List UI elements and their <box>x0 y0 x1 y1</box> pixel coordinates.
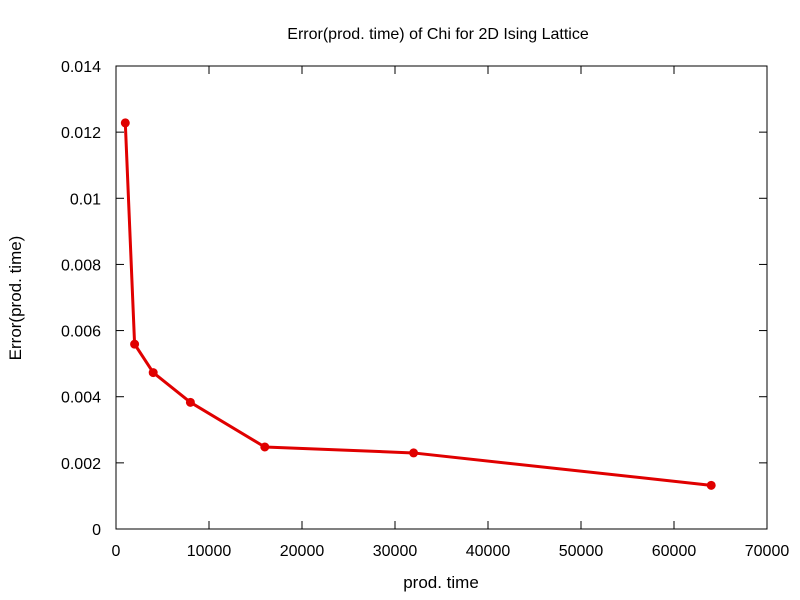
y-tick-label: 0.006 <box>61 324 101 341</box>
x-tick-label: 50000 <box>559 543 604 560</box>
series-layer <box>120 118 716 490</box>
x-tick-label: 10000 <box>187 543 232 560</box>
chart-title: Error(prod. time) of Chi for 2D Ising La… <box>287 26 589 43</box>
x-tick-label: 60000 <box>652 543 697 560</box>
y-tick-label: 0 <box>92 522 101 539</box>
series-line <box>123 121 713 487</box>
data-point <box>260 442 270 452</box>
data-point <box>130 339 140 349</box>
y-tick-label: 0.008 <box>61 257 101 274</box>
data-point <box>409 448 419 458</box>
ticks-layer: 0 10000 20000 30000 40000 50000 60000 70000 0 0.0… <box>61 59 789 560</box>
y-tick-label: 0.004 <box>61 390 101 407</box>
x-tick-label: 0 <box>112 543 121 560</box>
x-tick-label: 40000 <box>466 543 511 560</box>
y-tick-label: 0.01 <box>70 191 101 208</box>
data-point <box>148 368 158 378</box>
x-axis-label: prod. time <box>403 573 479 592</box>
y-axis-label: Error(prod. time) <box>6 236 25 361</box>
x-tick-label: 20000 <box>280 543 325 560</box>
plot-frame <box>115 65 768 530</box>
axes-layer <box>115 65 768 530</box>
y-tick-label: 0.002 <box>61 456 101 473</box>
y-tick-label: 0.014 <box>61 59 101 76</box>
x-tick-label: 30000 <box>373 543 418 560</box>
y-tick-label: 0.012 <box>61 125 101 142</box>
x-tick-label: 70000 <box>745 543 790 560</box>
data-point <box>120 118 130 128</box>
data-point <box>706 480 716 490</box>
data-point <box>185 397 195 407</box>
